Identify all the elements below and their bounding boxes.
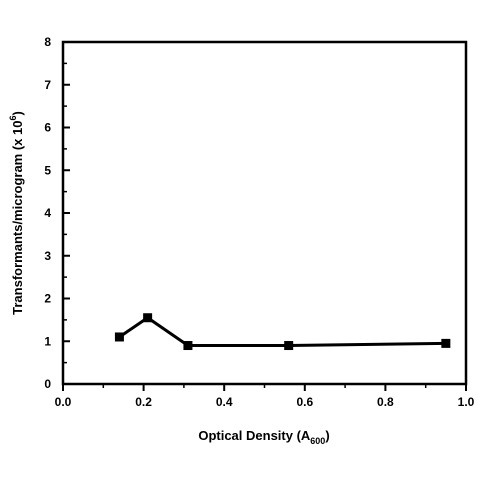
x-tick-label: 0.2 [135,395,152,409]
y-tick-label: 6 [44,121,51,135]
x-tick-label: 0.8 [377,395,394,409]
data-point-marker [143,313,153,323]
y-tick-label: 3 [44,249,51,263]
y-axis-label-main: Transformants/microgram (x 10 [10,121,25,315]
x-tick-label: 0.6 [296,395,313,409]
y-axis-ticks: 0 1 2 3 4 5 6 7 8 [44,35,70,391]
x-tick-label: 0.4 [216,395,233,409]
x-axis-label-main: Optical Density (A [198,428,311,443]
x-axis-label-subscript: 600 [310,436,325,446]
y-tick-label: 1 [44,334,51,348]
y-tick-label: 8 [44,35,51,49]
data-point-marker [183,341,193,351]
data-point-marker [441,338,451,348]
x-tick-label: 1.0 [458,395,475,409]
y-axis-label-close: ) [10,111,25,115]
x-axis-label: Optical Density (A600) [198,428,329,446]
y-axis-label: Transformants/microgram (x 106) [8,111,25,315]
data-point-marker [284,341,294,351]
y-tick-label: 2 [44,292,51,306]
x-axis-ticks: 0.0 0.2 0.4 0.6 0.8 1.0 [55,384,475,409]
y-tick-label: 4 [44,206,51,220]
x-tick-label: 0.0 [55,395,72,409]
y-tick-label: 0 [44,377,51,391]
data-series [114,313,451,351]
x-axis-label-close: ) [325,428,329,443]
y-tick-label: 5 [44,163,51,177]
y-tick-label: 7 [44,78,51,92]
data-point-marker [114,332,124,342]
y-axis-label-superscript: 6 [8,115,18,120]
series-line [118,315,446,348]
